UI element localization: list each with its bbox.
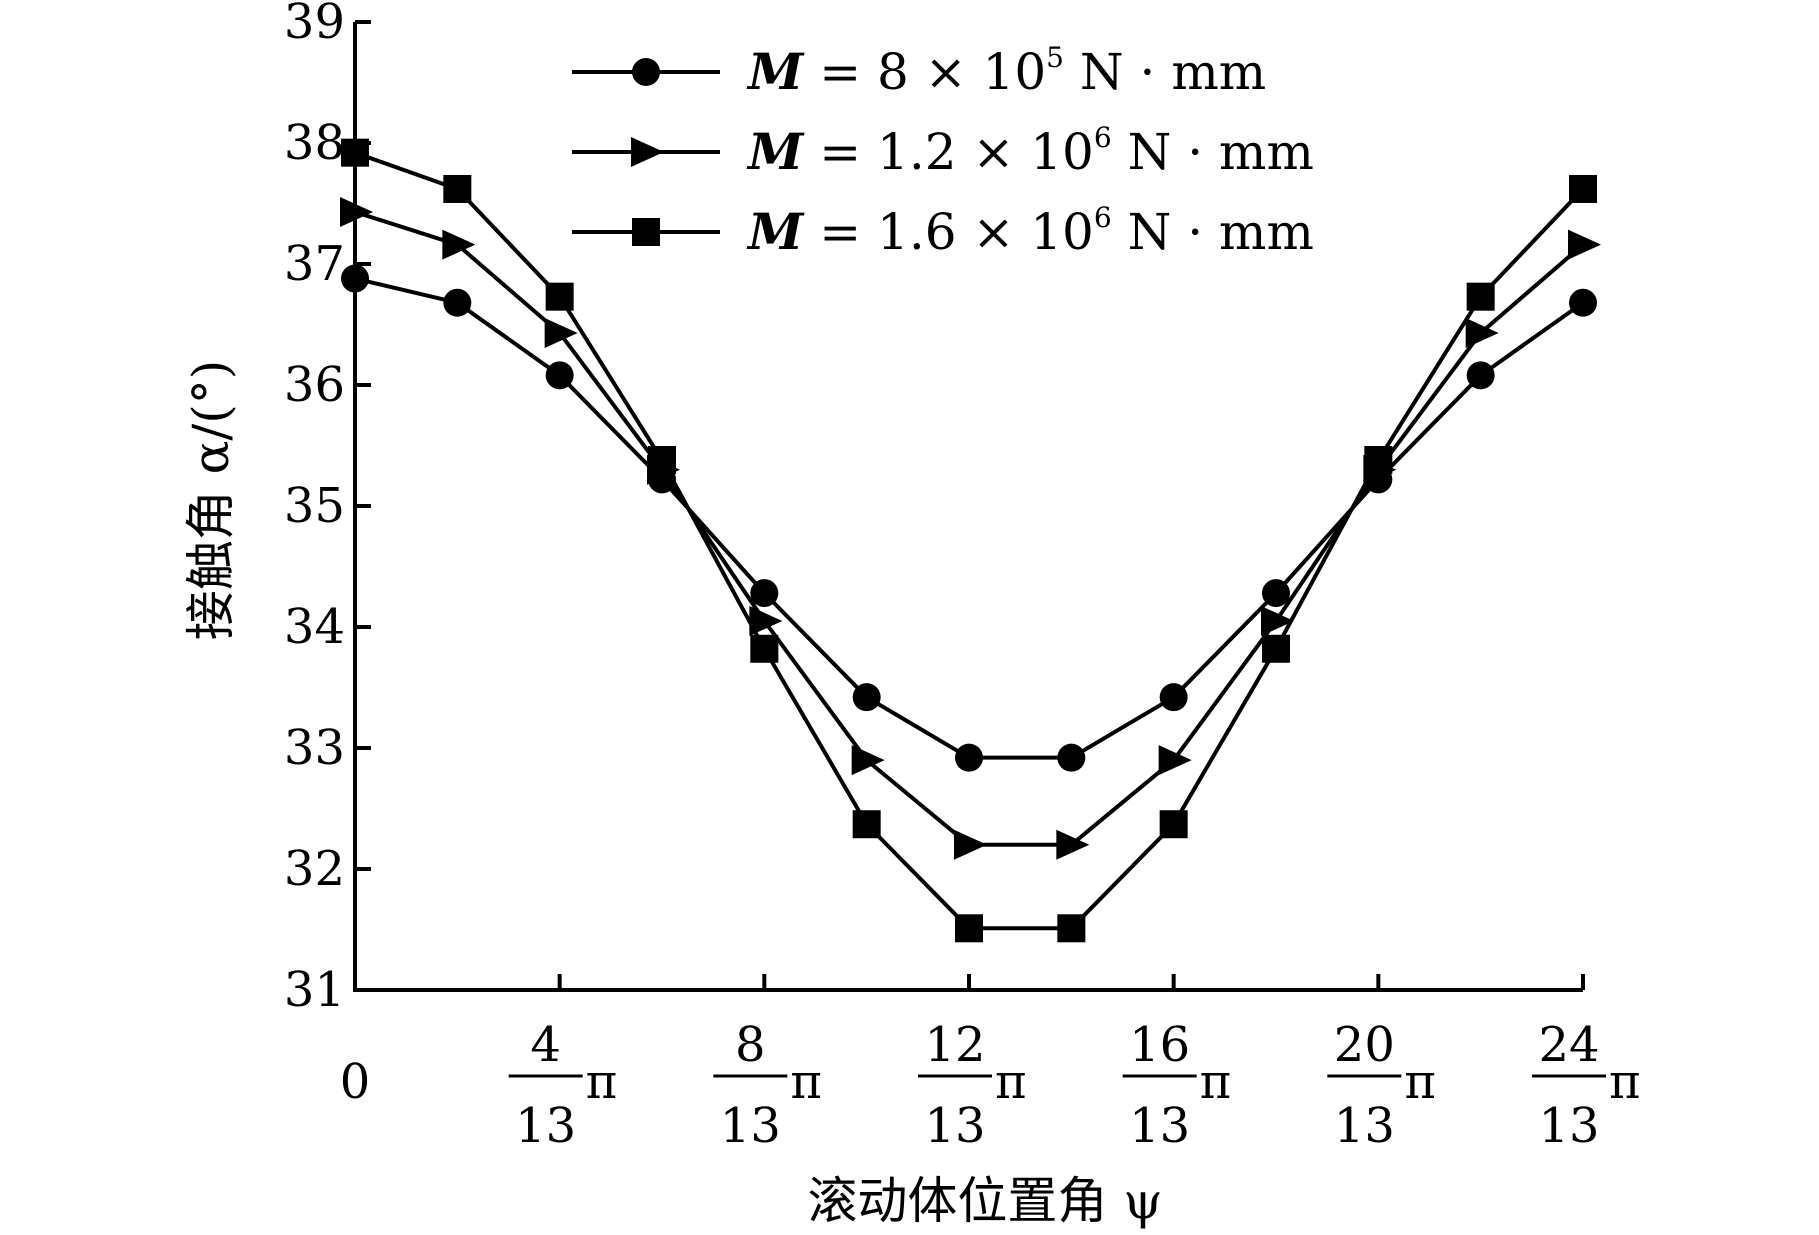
y-tick-label: 35 [284,478,345,534]
x-tick-label: 0 [340,1054,371,1110]
x-tick-numerator: 16 [1129,1017,1190,1073]
legend-unit: N · mm [1064,43,1266,101]
legend-var: M [746,202,805,261]
x-tick-denominator: 13 [1129,1098,1190,1154]
circle-marker [852,683,881,712]
square-marker [852,810,881,839]
y-axis-title: 接触角 α/(°) [182,360,240,641]
legend-item-1: M = 8 × 105 N · mm [572,41,1266,101]
circle-marker [632,58,660,86]
legend-var: M [746,122,805,181]
x-tick-pi: π [995,1054,1027,1110]
square-marker [955,914,983,943]
x-tick-denominator: 13 [1538,1098,1599,1154]
square-marker [1159,810,1188,839]
triangle-marker [1465,317,1499,348]
series-layer [340,138,1601,943]
square-marker [1057,914,1086,943]
circle-marker [1262,579,1290,608]
x-tick-pi: π [1404,1054,1436,1110]
circle-marker [341,264,369,293]
legend-unit: N · mm [1112,123,1314,181]
y-tick-label: 39 [284,0,345,50]
circle-marker [955,743,983,772]
triangle-marker [1568,229,1601,260]
series-1 [341,264,1597,772]
circle-marker [750,579,779,608]
x-tick-denominator: 13 [515,1098,576,1154]
legend-exp: 5 [1046,41,1064,74]
x-tick-denominator: 13 [720,1098,781,1154]
legend-eq: = 1.6 × 10 [803,203,1094,261]
circle-marker [1159,683,1188,712]
x-tick-denominator: 13 [1334,1098,1395,1154]
x-tick-numerator: 20 [1334,1017,1395,1073]
square-marker [648,446,676,475]
legend-item-2: M = 1.2 × 106 N · mm [572,121,1314,181]
triangle-marker [340,196,373,227]
y-tick-label: 34 [284,599,345,655]
legend-label: M = 1.6 × 106 N · mm [746,201,1314,261]
y-tick-label: 38 [284,115,345,171]
x-tick-pi: π [586,1054,618,1110]
x-axis-title: 滚动体位置角 ψ [807,1172,1162,1230]
square-marker [1262,634,1290,663]
square-marker [1364,446,1393,475]
triangle-marker [1056,829,1090,860]
square-marker [1569,174,1597,203]
y-tick-label: 36 [284,357,345,413]
legend-label: M = 8 × 105 N · mm [746,41,1266,101]
triangle-marker [1158,745,1192,776]
square-marker [545,282,574,311]
legend: M = 8 × 105 N · mmM = 1.2 × 106 N · mmM … [572,41,1314,261]
square-marker [1466,282,1495,311]
x-tick-numerator: 8 [735,1017,766,1073]
y-tick-label: 32 [284,841,345,897]
y-ticks: 31 32 33 34 35 36 37 38 39 [284,0,371,1018]
x-tick-numerator: 24 [1538,1017,1599,1073]
triangle-marker [442,229,476,260]
circle-marker [443,288,472,317]
x-tick-numerator: 4 [530,1017,561,1073]
square-marker [750,634,779,663]
triangle-marker [631,137,664,167]
triangle-marker [851,745,885,776]
square-marker [341,138,369,167]
legend-unit: N · mm [1112,203,1314,261]
x-tick-denominator: 13 [924,1098,985,1154]
circle-marker [545,361,574,390]
triangle-marker [1261,605,1294,636]
legend-eq: = 8 × 10 [803,43,1046,101]
circle-marker [1466,361,1495,390]
legend-item-3: M = 1.6 × 106 N · mm [572,201,1314,261]
legend-label: M = 1.2 × 106 N · mm [746,121,1314,181]
y-tick-label: 31 [284,962,345,1018]
x-tick-pi: π [790,1054,822,1110]
circle-marker [1057,743,1086,772]
series-line [354,276,1585,760]
x-tick-numerator: 12 [924,1017,985,1073]
series-3 [341,138,1597,943]
square-marker [443,174,472,203]
legend-var: M [746,42,805,101]
series-line [354,150,1585,931]
triangle-marker [954,829,987,860]
legend-exp: 6 [1094,201,1112,234]
x-tick-pi: π [1609,1054,1641,1110]
circle-marker [1569,288,1597,317]
triangle-marker [749,605,783,636]
triangle-marker [544,317,578,348]
y-tick-label: 37 [284,236,345,292]
legend-eq: = 1.2 × 10 [803,123,1094,181]
square-marker [632,218,660,246]
legend-exp: 6 [1094,121,1112,154]
y-tick-label: 33 [284,720,345,776]
x-tick-pi: π [1200,1054,1232,1110]
